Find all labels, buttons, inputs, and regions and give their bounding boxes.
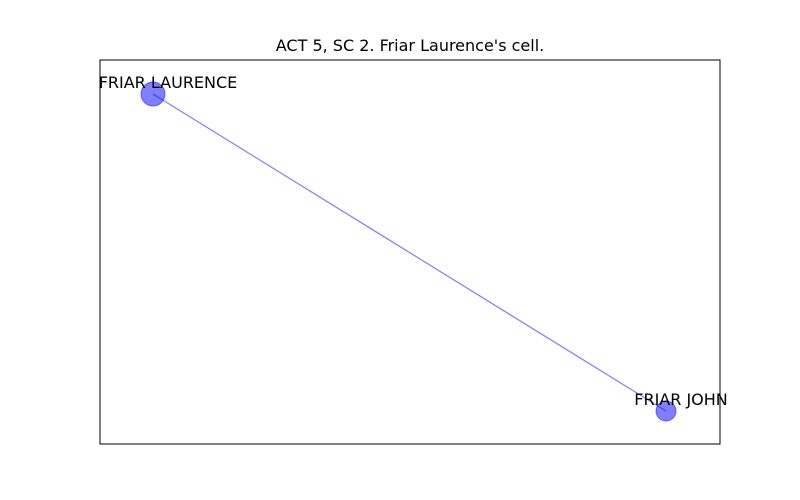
node-friar-laurence <box>140 81 166 107</box>
node-layer <box>140 81 677 422</box>
edge-layer <box>152 93 667 412</box>
diagram-title: ACT 5, SC 2. Friar Laurence's cell. <box>275 36 545 55</box>
edge-friar-laurence-friar-john <box>152 93 667 412</box>
node-friar-john <box>655 400 677 422</box>
label-layer: FRIAR LAURENCE FRIAR JOHN <box>99 73 728 409</box>
plot-frame <box>99 59 721 445</box>
node-label-friar-laurence: FRIAR LAURENCE <box>99 73 238 92</box>
node-label-friar-john: FRIAR JOHN <box>634 390 728 409</box>
